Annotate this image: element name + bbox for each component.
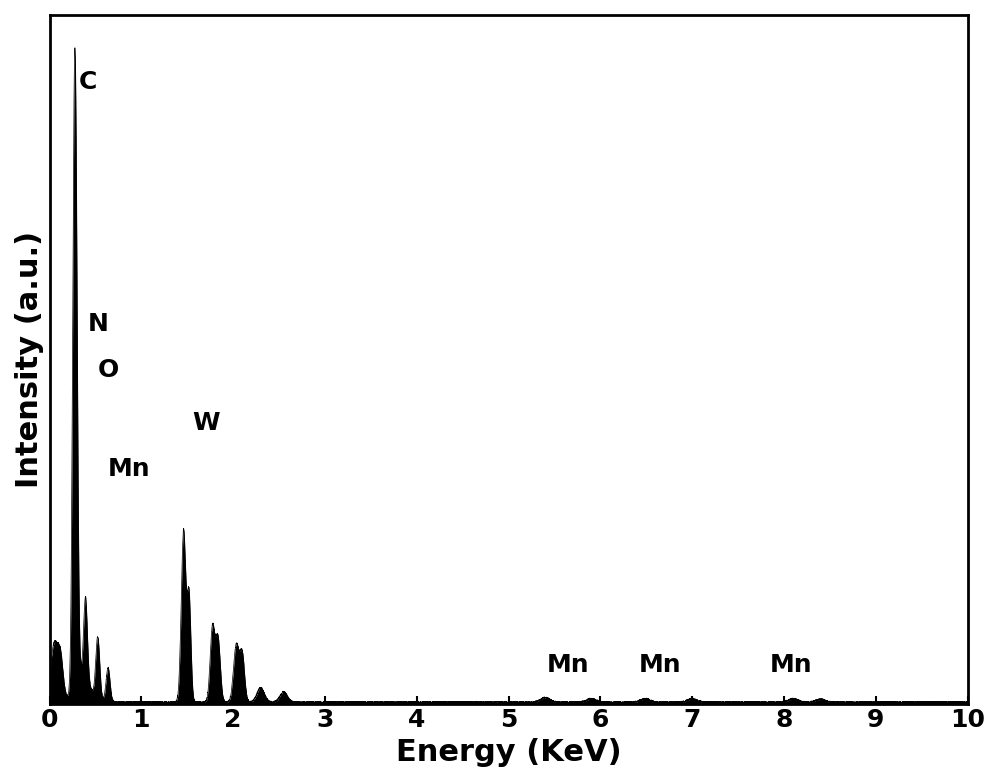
Y-axis label: Intensity (a.u.): Intensity (a.u.)	[15, 231, 44, 488]
Text: C: C	[79, 70, 97, 94]
Text: N: N	[88, 312, 109, 336]
Text: Mn: Mn	[770, 653, 813, 677]
Text: O: O	[97, 358, 119, 382]
Text: W: W	[192, 411, 219, 435]
Text: Mn: Mn	[107, 457, 150, 481]
Text: Mn: Mn	[547, 653, 590, 677]
Text: Mn: Mn	[639, 653, 682, 677]
X-axis label: Energy (KeV): Energy (KeV)	[396, 738, 621, 767]
